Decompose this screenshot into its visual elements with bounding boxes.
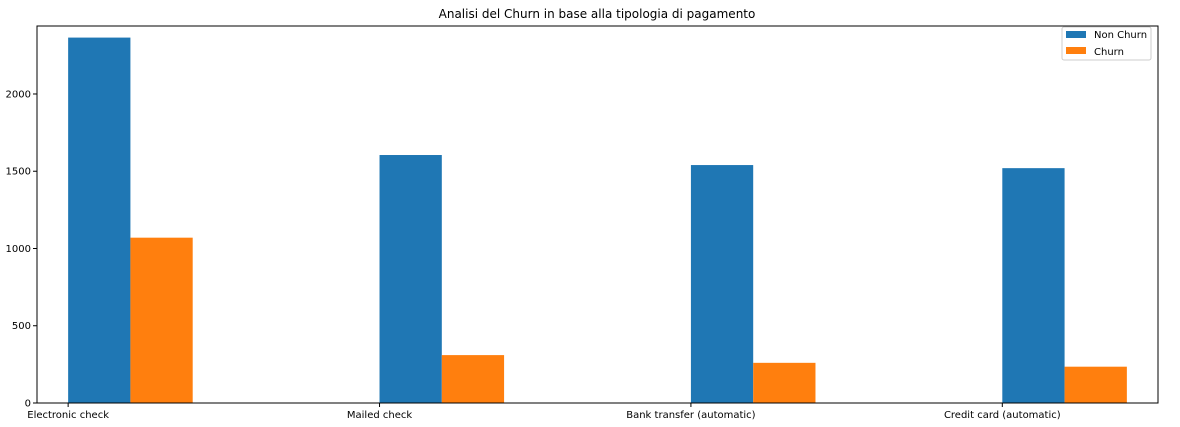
bar-non-churn-3	[1002, 168, 1065, 403]
legend: Non Churn Churn	[1061, 26, 1152, 61]
legend-swatch-churn	[1066, 47, 1086, 54]
bars-group	[68, 37, 1127, 404]
plot-frame	[36, 25, 1159, 404]
y-tick-label: 0	[25, 399, 31, 410]
x-tick-label: Mailed check	[347, 410, 412, 421]
legend-label-non-churn: Non Churn	[1094, 30, 1147, 41]
x-tick-label: Credit card (automatic)	[944, 410, 1061, 421]
bar-non-churn-1	[379, 155, 442, 403]
y-tick-label: 2000	[6, 89, 31, 100]
legend-label-churn: Churn	[1094, 47, 1124, 58]
y-tick-label: 1500	[6, 167, 31, 178]
y-tick-label: 500	[12, 321, 31, 332]
bar-non-churn-2	[690, 165, 754, 403]
bar-churn-2	[753, 362, 816, 403]
chart-title: Analisi del Churn in base alla tipologia…	[439, 7, 756, 21]
legend-swatch-non-churn	[1066, 31, 1086, 38]
y-axis: 0 500 1000 1500 2000	[6, 89, 37, 410]
x-tick-label: Bank transfer (automatic)	[626, 410, 755, 421]
bar-churn-3	[1064, 366, 1127, 403]
bar-non-churn-0	[68, 37, 131, 404]
x-tick-label: Electronic check	[27, 410, 109, 421]
bar-churn-0	[130, 237, 193, 403]
bar-churn-1	[441, 355, 505, 403]
y-tick-label: 1000	[6, 244, 31, 255]
x-axis: Electronic check Mailed check Bank transfe…	[27, 403, 1061, 421]
